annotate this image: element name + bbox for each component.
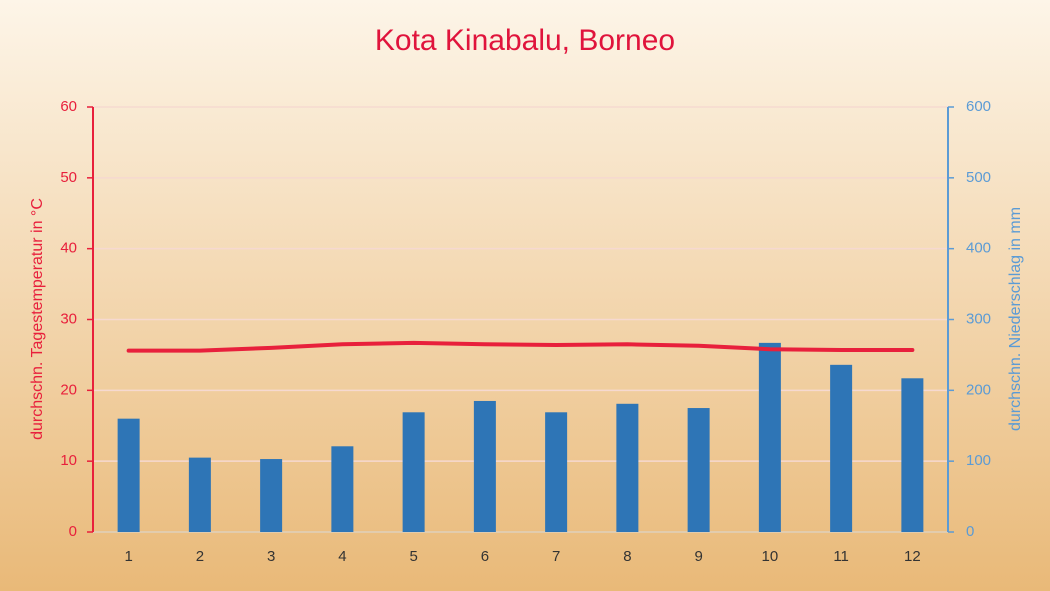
- y-tick-label: 60: [60, 98, 77, 115]
- bar: [188, 457, 211, 532]
- bar: [402, 412, 425, 532]
- x-tick-label: 5: [409, 548, 417, 565]
- bar: [758, 342, 781, 532]
- x-tick-label: 9: [694, 548, 702, 565]
- y2-tick-label: 100: [966, 452, 991, 469]
- bar: [117, 418, 140, 532]
- y2-tick-label: 600: [966, 98, 991, 115]
- y-tick-label: 20: [60, 381, 77, 398]
- chart-title: Kota Kinabalu, Borneo: [375, 24, 675, 57]
- y-tick-label: 0: [69, 523, 77, 540]
- bar: [901, 378, 924, 532]
- y2-tick-label: 400: [966, 240, 991, 257]
- temperature-line: [126, 340, 915, 353]
- y-tick-label: 10: [60, 452, 77, 469]
- x-tick-label: 10: [762, 548, 779, 565]
- y-axis-title: durchschn. Tagestemperatur in °C: [29, 198, 46, 440]
- x-tick-label: 4: [338, 548, 346, 565]
- bar: [687, 408, 710, 532]
- x-tick-label: 12: [904, 548, 921, 565]
- x-tick-label: 8: [623, 548, 631, 565]
- y-tick-label: 30: [60, 310, 77, 327]
- x-tick-label: 3: [267, 548, 275, 565]
- x-tick-label: 11: [833, 548, 849, 565]
- bar: [473, 400, 496, 532]
- bar: [616, 403, 639, 532]
- bar: [545, 412, 568, 532]
- x-tick-label: 7: [552, 548, 560, 565]
- bar: [331, 446, 354, 532]
- x-tick-label: 6: [481, 548, 489, 565]
- y-tick-label: 50: [60, 169, 77, 186]
- y2-tick-label: 0: [966, 523, 974, 540]
- x-tick-label: 2: [196, 548, 204, 565]
- bar: [830, 364, 853, 532]
- x-tick-label: 1: [124, 548, 132, 565]
- bar: [260, 459, 283, 532]
- y2-tick-label: 500: [966, 169, 991, 186]
- y2-tick-label: 200: [966, 381, 991, 398]
- y2-axis-title: durchschn. Niederschlag in mm: [1007, 207, 1024, 431]
- y2-tick-label: 300: [966, 310, 991, 327]
- y-tick-label: 40: [60, 240, 77, 257]
